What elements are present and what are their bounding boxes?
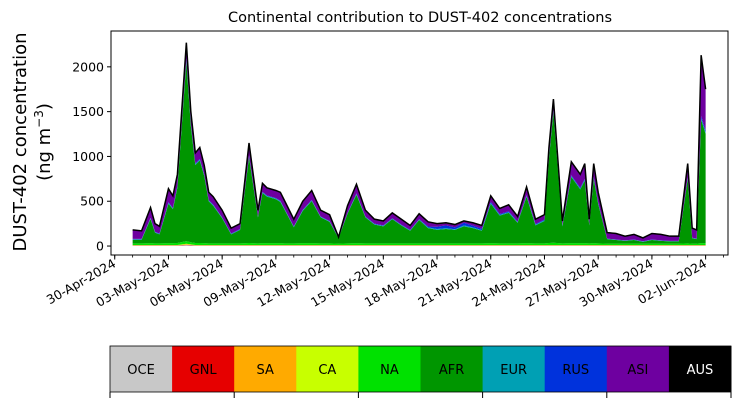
legend-swatch-gnl — [172, 346, 235, 392]
area-sa — [132, 244, 706, 246]
y-tick-label: 1000 — [72, 149, 104, 164]
x-axis: 30-Apr-202403-May-202406-May-202409-May-… — [44, 255, 724, 310]
legend-swatch-eur — [482, 346, 546, 392]
y-axis-label-line2: (ng m−3) — [32, 103, 55, 181]
legend-label-afr: AFR — [439, 363, 464, 378]
y-tick-label: 2000 — [72, 59, 104, 74]
area-na — [132, 241, 706, 245]
legend-swatch-aus — [668, 346, 732, 392]
area-gnl — [132, 244, 706, 246]
legend-label-rus: RUS — [562, 363, 589, 378]
legend-label-aus: AUS — [687, 363, 714, 378]
area-afr — [132, 61, 706, 244]
legend: OCE GNL SA CA NA AFR EUR RUS ASI AUS — [109, 345, 732, 398]
total-line — [132, 42, 707, 240]
legend-swatch-ca — [296, 346, 359, 392]
chart-title: Continental contribution to DUST-402 con… — [228, 10, 612, 26]
legend-swatch-sa — [234, 346, 297, 392]
legend-swatch-afr — [420, 346, 484, 392]
legend-label-ca: CA — [318, 363, 336, 378]
area-asi — [132, 43, 706, 242]
y-axis: 0 500 1000 1500 2000 — [72, 59, 111, 254]
legend-label-na: NA — [380, 363, 399, 378]
plot-area — [110, 30, 729, 256]
y-tick-label: 1500 — [72, 104, 104, 119]
legend-swatch-asi — [606, 346, 670, 392]
y-tick-label: 0 — [96, 239, 104, 254]
stacked-areas — [132, 42, 706, 247]
legend-swatch-rus — [544, 346, 608, 392]
y-axis-label-line1: DUST-402 concentration — [10, 32, 31, 251]
legend-label-oce: OCE — [127, 363, 155, 378]
legend-label-eur: EUR — [500, 363, 527, 378]
legend-label-sa: SA — [257, 363, 274, 378]
legend-swatch-oce — [110, 346, 173, 392]
y-tick-label: 500 — [80, 194, 104, 209]
legend-swatch-na — [358, 346, 421, 392]
legend-label-gnl: GNL — [190, 363, 218, 378]
legend-frame — [109, 345, 732, 393]
legend-label-asi: ASI — [627, 363, 648, 378]
y-axis-label: DUST-402 concentration (ng m−3) — [10, 32, 55, 251]
area-ca — [132, 243, 706, 246]
